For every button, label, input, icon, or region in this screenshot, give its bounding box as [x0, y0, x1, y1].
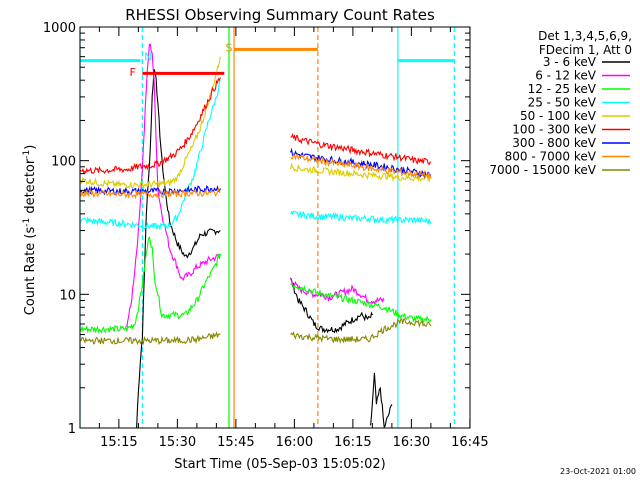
- legend-label: 7000 - 15000 keV: [489, 163, 596, 177]
- x-tick-label: 15:45: [217, 435, 254, 450]
- y-tick-label: 10: [59, 288, 76, 303]
- y-tick-label: 1: [68, 422, 76, 437]
- series-800-7000-kev-points: [79, 187, 221, 200]
- chart-title: RHESSI Observing Summary Count Rates: [125, 6, 435, 24]
- legend-header-1: Det 1,3,4,5,6,9,: [538, 29, 632, 43]
- series-12-25-kev-points2: [290, 283, 432, 325]
- series-12-25-kev-points: [79, 235, 221, 334]
- series-50-100-kev-points2: [290, 162, 432, 183]
- series-100-300-kev-points: [79, 77, 221, 175]
- y-axis-label-sup2: -1: [22, 150, 32, 159]
- axes: 15:15 15:30 15:45 16:00 16:15 16:30 16:45 1 10 10…: [43, 21, 489, 450]
- y-axis-label: Count Rate (s-1 detector-1): [22, 145, 38, 316]
- series-25-50-kev-points: [79, 79, 221, 230]
- legend-label: 3 - 6 keV: [543, 55, 597, 69]
- y-tick-label: 100: [51, 155, 76, 170]
- x-tick-label: 16:45: [451, 435, 488, 450]
- x-tick-label: 15:30: [159, 435, 196, 450]
- legend-label: 50 - 100 keV: [520, 109, 597, 123]
- y-tick-label: 1000: [43, 21, 76, 36]
- plot-area: NF S: [79, 27, 455, 429]
- annotation-N: N: [144, 51, 152, 64]
- y-axis-label-end: ): [23, 145, 38, 150]
- legend-label: 300 - 800 keV: [512, 136, 596, 150]
- x-axis-label: Start Time (05-Sep-03 15:05:02): [174, 457, 385, 472]
- series-25-50-kev-points2: [290, 210, 432, 226]
- x-tick-label: 15:15: [100, 435, 137, 450]
- legend-label: 12 - 25 keV: [528, 82, 597, 96]
- series-3-6-kev-points3: [370, 372, 393, 429]
- series-100-300-kev-points2: [290, 132, 432, 166]
- y-axis-label-main: Count Rate (s: [23, 227, 38, 316]
- legend-label: 25 - 50 keV: [528, 96, 597, 110]
- annotation-S: S: [225, 42, 232, 55]
- legend-header-2: FDecim 1, Att 0: [539, 43, 632, 57]
- legend-label: 100 - 300 keV: [512, 123, 596, 137]
- legend-label: 800 - 7000 keV: [505, 150, 597, 164]
- x-tick-label: 16:00: [276, 435, 313, 450]
- series-6-12-kev-points: [126, 43, 221, 328]
- series-300-800-kev-points2: [290, 147, 432, 179]
- series-3-6-kev-points2: [290, 277, 373, 334]
- annotation-F: F: [129, 66, 135, 79]
- series-3-6-kev-points: [136, 69, 221, 429]
- series-50-100-kev-points: [79, 56, 221, 191]
- series-6-12-kev-points2: [290, 278, 385, 305]
- x-tick-label: 16:30: [393, 435, 430, 450]
- footer-timestamp: 23-Oct-2021 01:00: [560, 467, 636, 476]
- y-axis-label-sup1: -1: [22, 218, 32, 227]
- x-tick-label: 16:15: [334, 435, 371, 450]
- legend: Det 1,3,4,5,6,9, FDecim 1, Att 0 3 - 6 k…: [489, 29, 632, 177]
- series-7000-15000-kev-points2: [290, 318, 432, 345]
- series-800-7000-kev-points2: [290, 152, 432, 180]
- y-axis-label-mid: detector: [23, 158, 38, 218]
- legend-label: 6 - 12 keV: [535, 69, 597, 83]
- series-7000-15000-kev-points: [79, 331, 221, 346]
